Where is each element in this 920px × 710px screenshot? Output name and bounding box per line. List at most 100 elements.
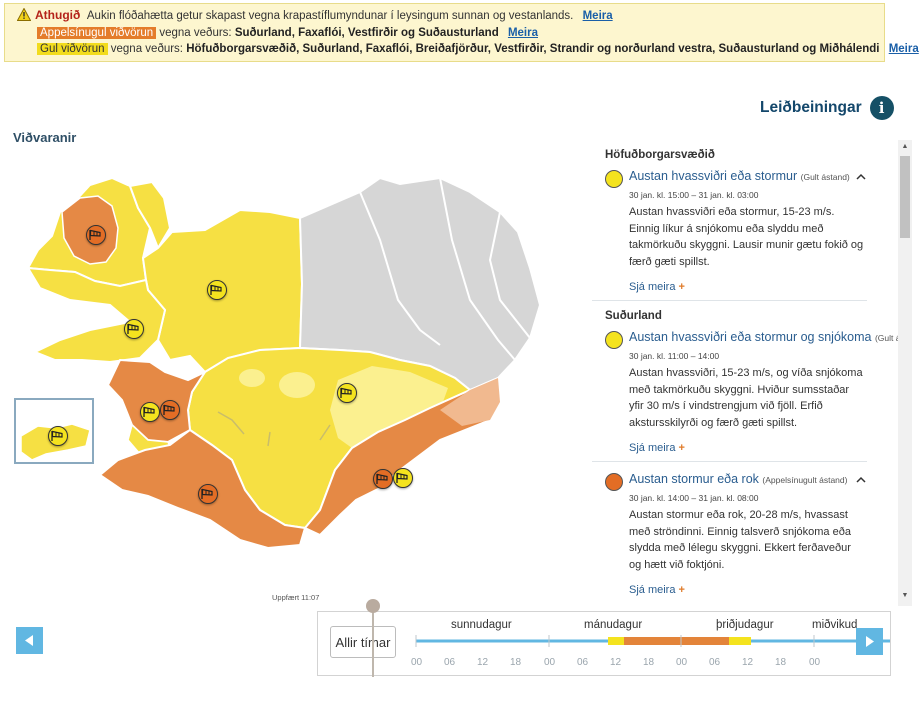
warning-title[interactable]: Austan hvassviðri eða stormur og snjókom… <box>629 330 872 344</box>
divider <box>592 300 867 301</box>
timeline[interactable]: Allir tímar sunnudagur mánudagur þriðjud… <box>317 611 891 676</box>
warning-time: 30 jan. kl. 11:00 – 14:00 <box>629 351 720 361</box>
timeline-track[interactable] <box>318 612 891 676</box>
wind-snow-warning-marker[interactable] <box>337 383 357 403</box>
day-label: miðvikud <box>812 619 858 631</box>
plus-icon: + <box>678 442 685 454</box>
info-icon: i <box>869 96 894 120</box>
region-section: Höfuðborgarsvæðið Austan hvassviðri eða … <box>592 149 898 301</box>
snow-warning-marker-orange[interactable] <box>373 469 393 489</box>
glacier-langjokull <box>279 372 315 398</box>
arrow-left-icon <box>25 635 33 646</box>
see-more-link[interactable]: Sjá meira + <box>629 584 898 596</box>
hour-tick: 18 <box>510 657 522 668</box>
notice-label: Athugið <box>35 8 81 22</box>
hour-tick: 18 <box>643 657 655 668</box>
hour-tick: 06 <box>444 657 456 668</box>
warning-status: (Appelsínugult ástand) <box>762 475 848 485</box>
yellow-regions: Höfuðborgarsvæðið, Suðurland, Faxaflói, … <box>186 43 880 55</box>
wind-warning-marker-orange[interactable] <box>86 225 106 245</box>
warning-description: Austan stormur eða rok, 20-28 m/s, hvass… <box>629 509 851 571</box>
updated-time: Uppfært 11:07 <box>272 593 320 602</box>
hour-tick: 06 <box>577 657 589 668</box>
help-link[interactable]: Leiðbeiningar i <box>760 95 894 121</box>
warning-item: Austan stormur eða rok (Appelsínugult ás… <box>605 472 898 596</box>
glacier-vatnajokull <box>330 366 448 448</box>
scroll-up-icon[interactable]: ▲ <box>901 143 909 150</box>
warning-title[interactable]: Austan hvassviðri eða stormur <box>629 169 798 183</box>
day-label: sunnudagur <box>451 619 512 631</box>
hour-tick: 12 <box>477 657 489 668</box>
iceland-warning-map[interactable] <box>0 160 592 560</box>
divider <box>592 461 867 462</box>
time-slider-line[interactable] <box>372 605 374 677</box>
plus-icon: + <box>678 584 685 596</box>
day-label: þriðjudagur <box>716 619 774 631</box>
region-strandir <box>128 180 172 251</box>
all-times-button[interactable]: Allir tímar <box>330 626 396 658</box>
notice-text: Aukin flóðahætta getur skapast vegna kra… <box>86 10 574 22</box>
yellow-prefix: vegna veðurs: <box>110 43 184 55</box>
panel-scrollbar[interactable]: ▲ ▼ <box>898 140 912 606</box>
warning-description: Austan hvassviðri eða stormur, 15-23 m/s… <box>629 206 864 268</box>
warning-time: 30 jan. kl. 14:00 – 31 jan. kl. 08:00 <box>629 493 759 503</box>
collapse-caret-icon[interactable] <box>855 172 867 182</box>
warning-item: Austan hvassviðri eða stormur (Gult ásta… <box>605 169 898 293</box>
warning-time: 30 jan. kl. 15:00 – 31 jan. kl. 03:00 <box>629 190 759 200</box>
hour-tick: 00 <box>809 657 821 668</box>
warning-triangle-icon <box>17 8 31 21</box>
wind-warning-marker-orange[interactable] <box>198 484 218 504</box>
timeline-next-button[interactable] <box>856 628 883 655</box>
hour-tick: 12 <box>742 657 754 668</box>
warning-status: (Gult ástand) <box>800 172 850 182</box>
orange-more-link[interactable]: Meira <box>507 26 538 39</box>
wind-snow-warning-marker[interactable] <box>140 402 160 422</box>
region-section: Suðurland Austan hvassviðri eða stormur … <box>592 310 898 596</box>
wind-warning-icon <box>605 170 623 188</box>
region-name: Suðurland <box>605 310 662 322</box>
arrow-right-icon <box>866 636 874 647</box>
orange-regions: Suðurland, Faxaflói, Vestfirðir og Suðau… <box>234 26 499 39</box>
plus-icon: + <box>678 281 685 293</box>
scrollbar-thumb[interactable] <box>900 156 910 238</box>
yellow-warning-badge: Gul viðvörun <box>37 43 108 55</box>
wind-warning-marker[interactable] <box>48 426 68 446</box>
see-more-link[interactable]: Sjá meira + <box>629 281 898 293</box>
glacier-hofsjokull <box>239 369 265 387</box>
collapse-caret-icon[interactable] <box>855 475 867 485</box>
scroll-down-icon[interactable]: ▼ <box>901 592 909 599</box>
wind-warning-marker[interactable] <box>393 468 413 488</box>
orange-prefix: vegna veðurs: <box>159 26 232 39</box>
hour-tick: 18 <box>775 657 787 668</box>
warning-title[interactable]: Austan stormur eða rok <box>629 472 759 486</box>
wind-warning-marker-orange[interactable] <box>160 400 180 420</box>
hour-tick: 00 <box>544 657 556 668</box>
wind-warning-marker[interactable] <box>124 319 144 339</box>
see-more-label: Sjá meira <box>629 442 676 454</box>
day-label: mánudagur <box>584 619 643 631</box>
region-name: Höfuðborgarsvæðið <box>605 149 715 161</box>
wind-warning-marker[interactable] <box>207 280 227 300</box>
hour-tick: 06 <box>709 657 721 668</box>
yellow-more-link[interactable]: Meira <box>888 43 919 55</box>
help-label: Leiðbeiningar <box>760 99 862 116</box>
timeline-prev-button[interactable] <box>16 627 43 654</box>
time-slider-handle[interactable] <box>366 599 380 613</box>
notice-more-link[interactable]: Meira <box>582 10 613 22</box>
warning-description: Austan hvassviðri, 15-23 m/s, og víða sn… <box>629 367 863 429</box>
orange-warning-badge: Appelsínugul viðvörun <box>37 26 157 39</box>
see-more-link[interactable]: Sjá meira + <box>629 442 898 454</box>
warning-status: (Gult ástand) <box>874 333 898 343</box>
warnings-panel: Höfuðborgarsvæðið Austan hvassviðri eða … <box>592 140 898 606</box>
map-title: Viðvaranir <box>13 130 77 145</box>
alert-banner: Athugið Aukin flóðahætta getur skapast v… <box>4 3 919 62</box>
see-more-label: Sjá meira <box>629 584 676 596</box>
wind-warning-icon-orange <box>605 473 623 491</box>
region-breidafjordur <box>26 266 167 364</box>
wind-warning-icon <box>605 331 623 349</box>
see-more-label: Sjá meira <box>629 281 676 293</box>
warning-item: Austan hvassviðri eða stormur og snjókom… <box>605 330 898 454</box>
hour-tick: 00 <box>411 657 423 668</box>
region-faxafloi <box>106 358 208 444</box>
hour-tick: 00 <box>676 657 688 668</box>
